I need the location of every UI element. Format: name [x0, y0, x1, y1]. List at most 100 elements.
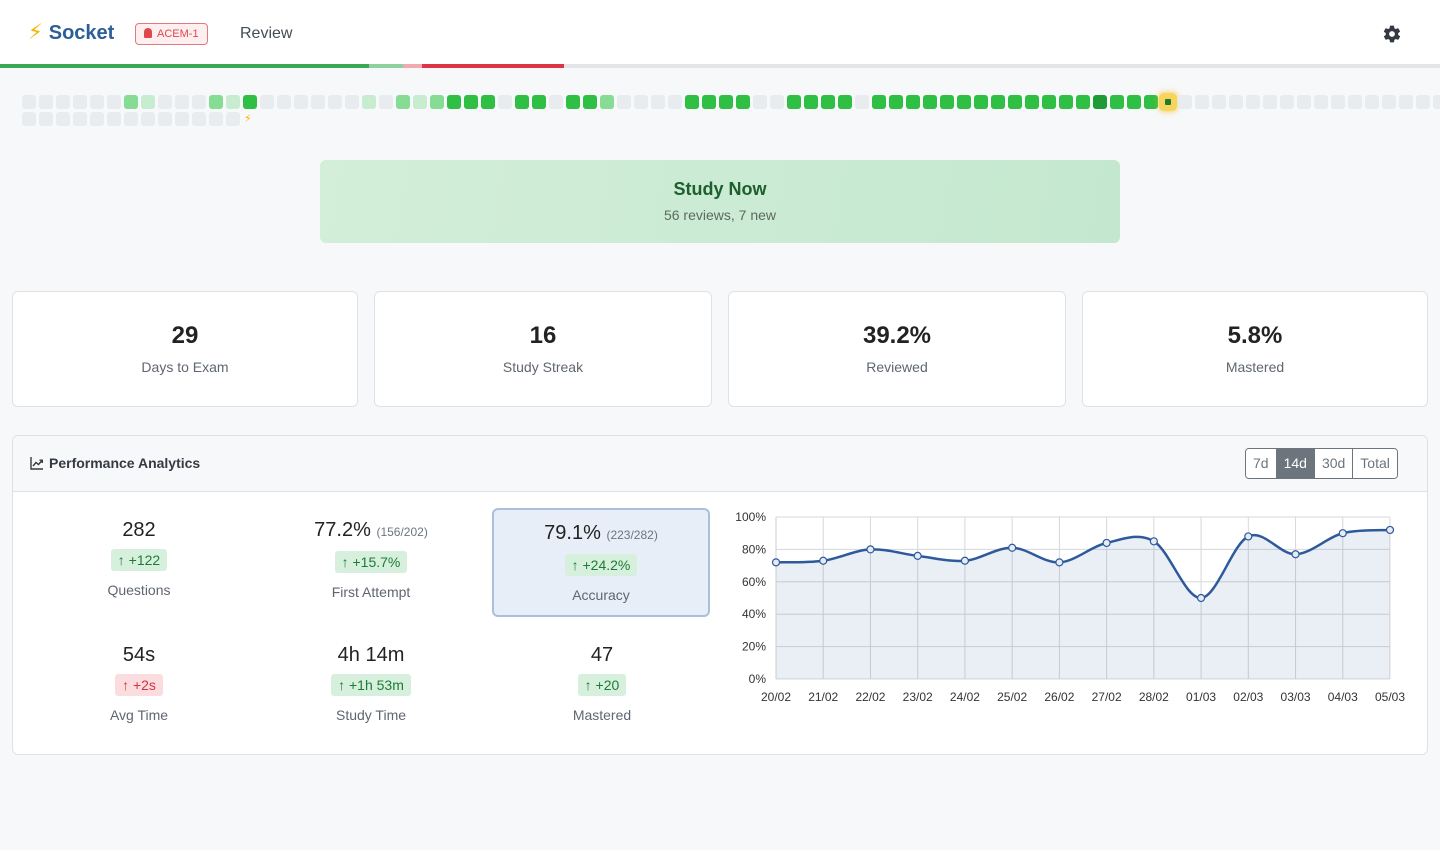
data-point [1385, 525, 1395, 535]
brand-name: Socket [48, 22, 115, 44]
heatmap-cell [566, 95, 580, 109]
stat-card-mastered: 5.8% Mastered [1082, 291, 1428, 407]
heatmap-cell [1093, 95, 1107, 109]
metric-value: 47 [590, 644, 614, 666]
metric-delta: ↑ +20 [577, 674, 627, 696]
stat-label: Days to Exam [141, 359, 229, 375]
heatmap-cell [73, 112, 87, 126]
progress-segment-wrong [422, 64, 564, 68]
heatmap-cell [872, 95, 886, 109]
heatmap-cell [1127, 95, 1141, 109]
accuracy-trend-chart: 0% 20% 40% 60% 80% 100% 20/02 21/02 22/02 23/02 24… [735, 510, 1405, 704]
data-point [819, 556, 828, 565]
y-tick-label: 20% [742, 640, 766, 654]
heatmap-cell [430, 95, 444, 109]
x-tick-label: 20/02 [761, 690, 791, 704]
heatmap-cell [532, 95, 546, 109]
range-14d-button[interactable]: 14d [1275, 449, 1314, 478]
data-point [771, 558, 781, 567]
data-point [1149, 537, 1158, 546]
heatmap-cell [923, 95, 937, 109]
heatmap-cell [345, 95, 359, 109]
range-30d-button[interactable]: 30d [1313, 449, 1353, 478]
heatmap-cell [209, 112, 223, 126]
analytics-header: Performance Analytics 7d 14d 30d Total [13, 436, 1427, 492]
y-tick-label: 0% [749, 672, 767, 686]
heatmap-cell [158, 112, 172, 126]
heatmap-cell [107, 95, 121, 109]
heatmap-cell [583, 95, 597, 109]
range-7d-button[interactable]: 7d [1246, 449, 1276, 478]
heatmap-cell [634, 95, 648, 109]
lightning-icon: ⚡ [244, 113, 252, 125]
heatmap-cell [770, 95, 784, 109]
heatmap-cell [651, 95, 665, 109]
study-now-subtitle: 56 reviews, 7 new [663, 207, 777, 223]
heatmap-cell [787, 95, 801, 109]
heatmap-cell [821, 95, 835, 109]
stat-label: Reviewed [866, 359, 928, 375]
heatmap-cell [1008, 95, 1022, 109]
trend-chart-icon [30, 457, 43, 470]
heatmap-cell [804, 95, 818, 109]
x-tick-label: 22/02 [855, 690, 885, 704]
heatmap-cell [1195, 95, 1209, 109]
metric-delta: ↑ +1h 53m [331, 674, 411, 696]
y-tick-label: 40% [742, 607, 766, 621]
heatmap-cell [56, 95, 70, 109]
heatmap-cell [940, 95, 954, 109]
heatmap-cell [600, 95, 614, 109]
heatmap-cell-today[interactable] [1161, 95, 1175, 109]
metric-delta: ↑ +122 [110, 549, 168, 571]
stat-card-study-streak: 16 Study Streak [374, 291, 712, 407]
analytics-title-text: Performance Analytics [49, 455, 201, 471]
data-point [913, 551, 922, 560]
heatmap-cell [617, 95, 631, 109]
heatmap-cell [1365, 95, 1379, 109]
heatmap-cell [906, 95, 920, 109]
heatmap-cell [957, 95, 971, 109]
heatmap-cell [90, 112, 104, 126]
metric-label: Mastered [572, 707, 632, 723]
study-now-button[interactable]: Study Now 56 reviews, 7 new [320, 160, 1120, 243]
lightning-icon: ⚡ [28, 21, 43, 44]
x-tick-label: 24/02 [950, 690, 980, 704]
metric-delta: ↑ +2s [115, 674, 163, 696]
heatmap-cell [1212, 95, 1226, 109]
heatmap-cell [124, 112, 138, 126]
heatmap-cell [158, 95, 172, 109]
x-tick-label: 27/02 [1092, 690, 1122, 704]
data-point [1102, 538, 1111, 548]
metric-delta: ↑ +24.2% [564, 554, 638, 576]
metric-label: Avg Time [109, 707, 169, 723]
brand[interactable]: ⚡ Socket [28, 20, 114, 46]
range-total-button[interactable]: Total [1352, 449, 1397, 478]
metric-accuracy[interactable]: 79.1% (223/282) ↑ +24.2% Accuracy [492, 508, 710, 617]
series-area [776, 529, 1390, 679]
heatmap-cell [277, 95, 291, 109]
stat-label: Mastered [1225, 359, 1285, 375]
heatmap-cell [991, 95, 1005, 109]
heatmap-cell [22, 95, 36, 109]
heatmap-cell [1263, 95, 1277, 109]
heatmap-cell [447, 95, 461, 109]
exam-badge-label: ACEM-1 [157, 28, 199, 40]
metric-detail: (156/202) [376, 525, 428, 539]
heatmap-cell [1229, 95, 1243, 109]
heatmap-cell [838, 95, 852, 109]
exam-badge: ACEM-1 [135, 23, 208, 45]
metric-mastered: 47 ↑ +20 Mastered [493, 643, 711, 724]
heatmap-cell [1297, 95, 1311, 109]
nav-review-link[interactable]: Review [240, 25, 293, 42]
metric-avg-time: 54s ↑ +2s Avg Time [30, 643, 248, 724]
gear-icon[interactable] [1382, 24, 1402, 44]
x-tick-label: 23/02 [903, 690, 933, 704]
heatmap-cell [260, 95, 274, 109]
analytics-title: Performance Analytics [29, 455, 200, 471]
heatmap-cell [362, 95, 376, 109]
metric-first-attempt: 77.2% (156/202) ↑ +15.7% First Attempt [262, 518, 480, 601]
metric-label: Accuracy [572, 587, 630, 603]
heatmap-cell [855, 95, 869, 109]
metric-value: 77.2% [314, 519, 371, 541]
progress-segment-hard [403, 64, 422, 68]
